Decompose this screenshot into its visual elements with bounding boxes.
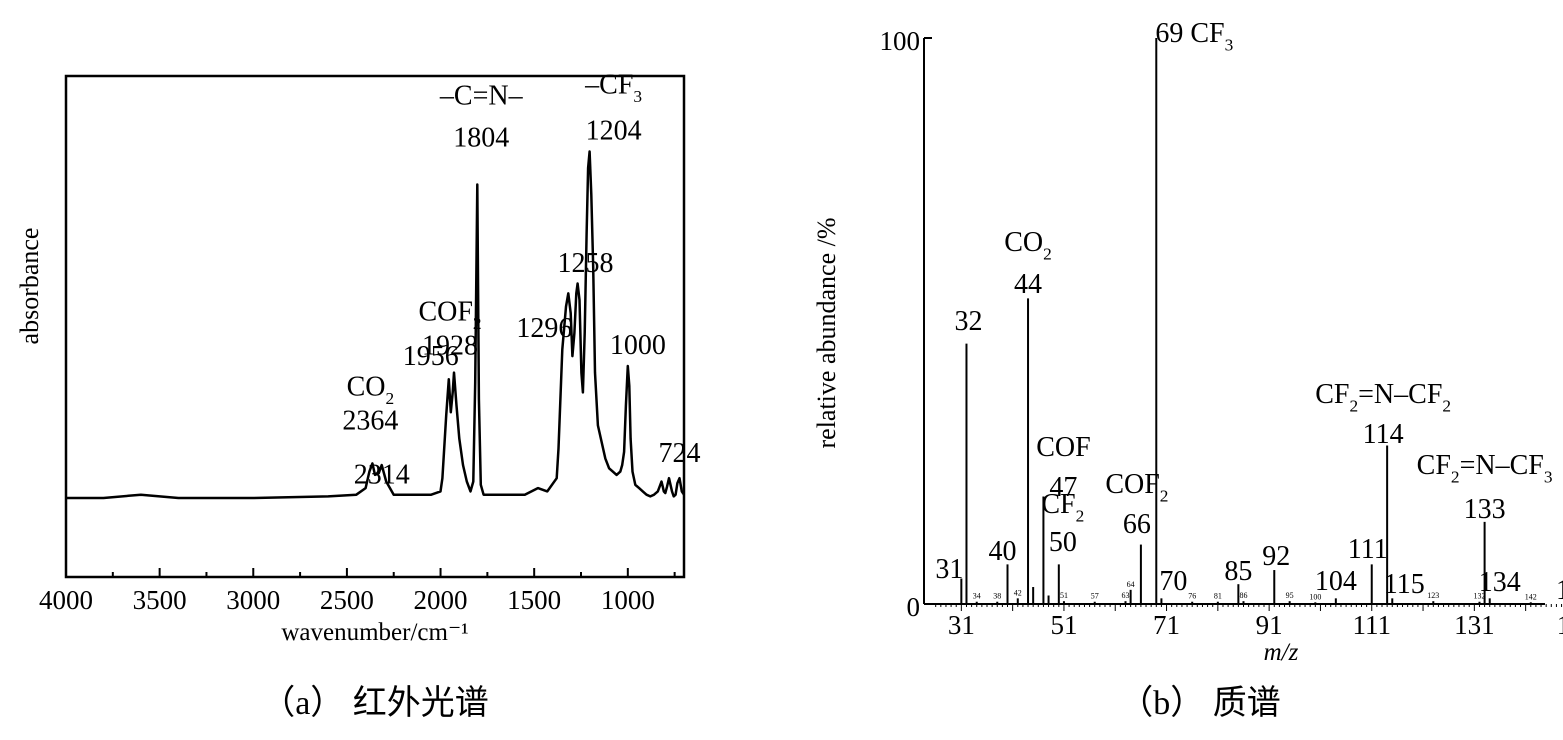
ms-peak-label: CF2​=N–CF3​ [1417,450,1553,486]
ir-tick-label: 1500 [507,585,561,615]
ms-x-tick-label: 91 [1256,610,1283,640]
ms-minor-peak-label: 34 [973,592,981,601]
ms-minor-peak-label: 57 [1091,592,1099,601]
ms-minor-peak-label: 86 [1239,591,1247,600]
ms-minor-peak-label: 95 [1286,591,1294,600]
ms-minor-peak-label: 42 [1014,588,1022,597]
ms-peak-label: 66 [1123,509,1151,540]
ir-spectrum-panel: 4000 3500 3000 2500 2000 1500 1000 CO2​2364 231… [15,70,701,723]
ms-x-axis-label: m/z [1264,639,1299,666]
ms-peak-label: 44 [1014,269,1042,300]
ir-caption: （a） 红外光谱 [261,684,489,722]
ir-tick-label: 2500 [320,585,374,615]
ms-peak-label: 31 [935,554,963,585]
ms-peak-label: 69 CF3​ [1155,18,1233,54]
mass-spectrum-panel: 010031517191111131151171 313234384042CO2… [812,18,1563,722]
ms-peak-label: 32 [954,306,982,337]
ms-peak-label: CO2​ [1004,227,1052,263]
ms-x-tick-label: 151 [1557,610,1563,640]
ir-tick-label: 4000 [39,585,93,615]
ms-y-tick-label: 0 [907,592,921,622]
ms-peak-label: CF2​ [1041,489,1084,525]
ms-minor-peak-label: 81 [1214,592,1222,601]
ir-peak-label: COF2​ [418,297,481,333]
ir-peak-annotations: CO2​2364 2314 1956 COF2​1928 –C=N– 1804 1296 12… [342,70,700,491]
ir-tick-label: 3000 [226,585,280,615]
ms-peak-label: 151 [1556,575,1563,606]
ms-peak-label: 47 [1049,472,1077,503]
ms-minor-peak-label: 132 [1473,592,1485,601]
ms-peak-label: 40 [989,536,1017,567]
ir-peak-label: 1296 [516,313,572,344]
ir-tick-label: 2000 [414,585,468,615]
ir-peak-label: 1956 [403,341,459,372]
ms-peak-label: 70 [1159,566,1187,597]
ir-peak-label: 1204 [586,116,642,147]
ir-peak-label: 724 [659,438,701,469]
ms-peak-label: 92 [1262,541,1290,572]
ir-plot-frame [64,74,686,579]
ir-peak-label: CO2​ [347,371,395,407]
ir-spectrum-line [66,150,686,500]
ms-peak-label: 134 [1479,567,1521,598]
ms-peak-label: 133 [1464,494,1506,525]
ms-x-tick-label: 51 [1050,610,1077,640]
ms-x-tick-label: 131 [1454,610,1495,640]
ms-peak-label: 50 [1049,527,1077,558]
ir-peak-label: 1928 [422,331,478,362]
ms-x-tick-label: 71 [1153,610,1180,640]
ir-peak-label: 1804 [453,123,509,154]
ms-minor-peak-label: 142 [1525,592,1537,601]
ms-minor-peak-label: 63 [1122,591,1130,600]
ir-x-ticks: 4000 3500 3000 2500 2000 1500 1000 [39,568,676,615]
ir-tick-label: 1000 [601,585,655,615]
ms-minor-peak-label: 38 [993,592,1001,601]
ir-peak-label: 1258 [558,248,614,279]
ir-peak-label: 2314 [354,459,410,490]
ms-peak-label: COF2​ [1105,469,1168,505]
ms-peak-label: 111 [1348,534,1388,565]
ms-peak-label: 85 [1224,556,1252,587]
ir-peak-label: –CF3​ [584,70,642,106]
ms-peaks [960,38,1532,604]
ir-peak-label: –C=N– [439,81,524,112]
ir-tick-label: 3500 [133,585,187,615]
ir-peak-label: 2364 [342,405,398,436]
ms-caption: （b） 质谱 [1119,684,1281,722]
ir-y-axis-label: absorbance [15,228,44,345]
ms-peak-label: 104 [1315,566,1357,597]
ms-minor-peak-label: 64 [1127,580,1135,589]
ms-peak-label: COF [1036,432,1090,463]
ms-y-tick-label: 100 [880,26,921,56]
ms-minor-peak-label: 100 [1309,592,1321,601]
ms-x-tick-label: 111 [1352,610,1391,640]
ir-x-axis-label: wavenumber/cm⁻¹ [281,619,468,646]
ms-minor-peak-label: 123 [1427,591,1439,600]
ms-peak-label: 115 [1384,569,1425,600]
ms-peak-label: 114 [1363,419,1404,450]
ir-peak-label: 1000 [610,330,666,361]
ms-minor-peak-label: 51 [1060,591,1068,600]
ms-y-axis-label: relative abundance /% [812,218,841,449]
ms-minor-peak-label: 76 [1188,592,1196,601]
ms-x-tick-label: 31 [948,610,975,640]
ms-peak-label: CF2​=N–CF2​ [1315,379,1451,415]
